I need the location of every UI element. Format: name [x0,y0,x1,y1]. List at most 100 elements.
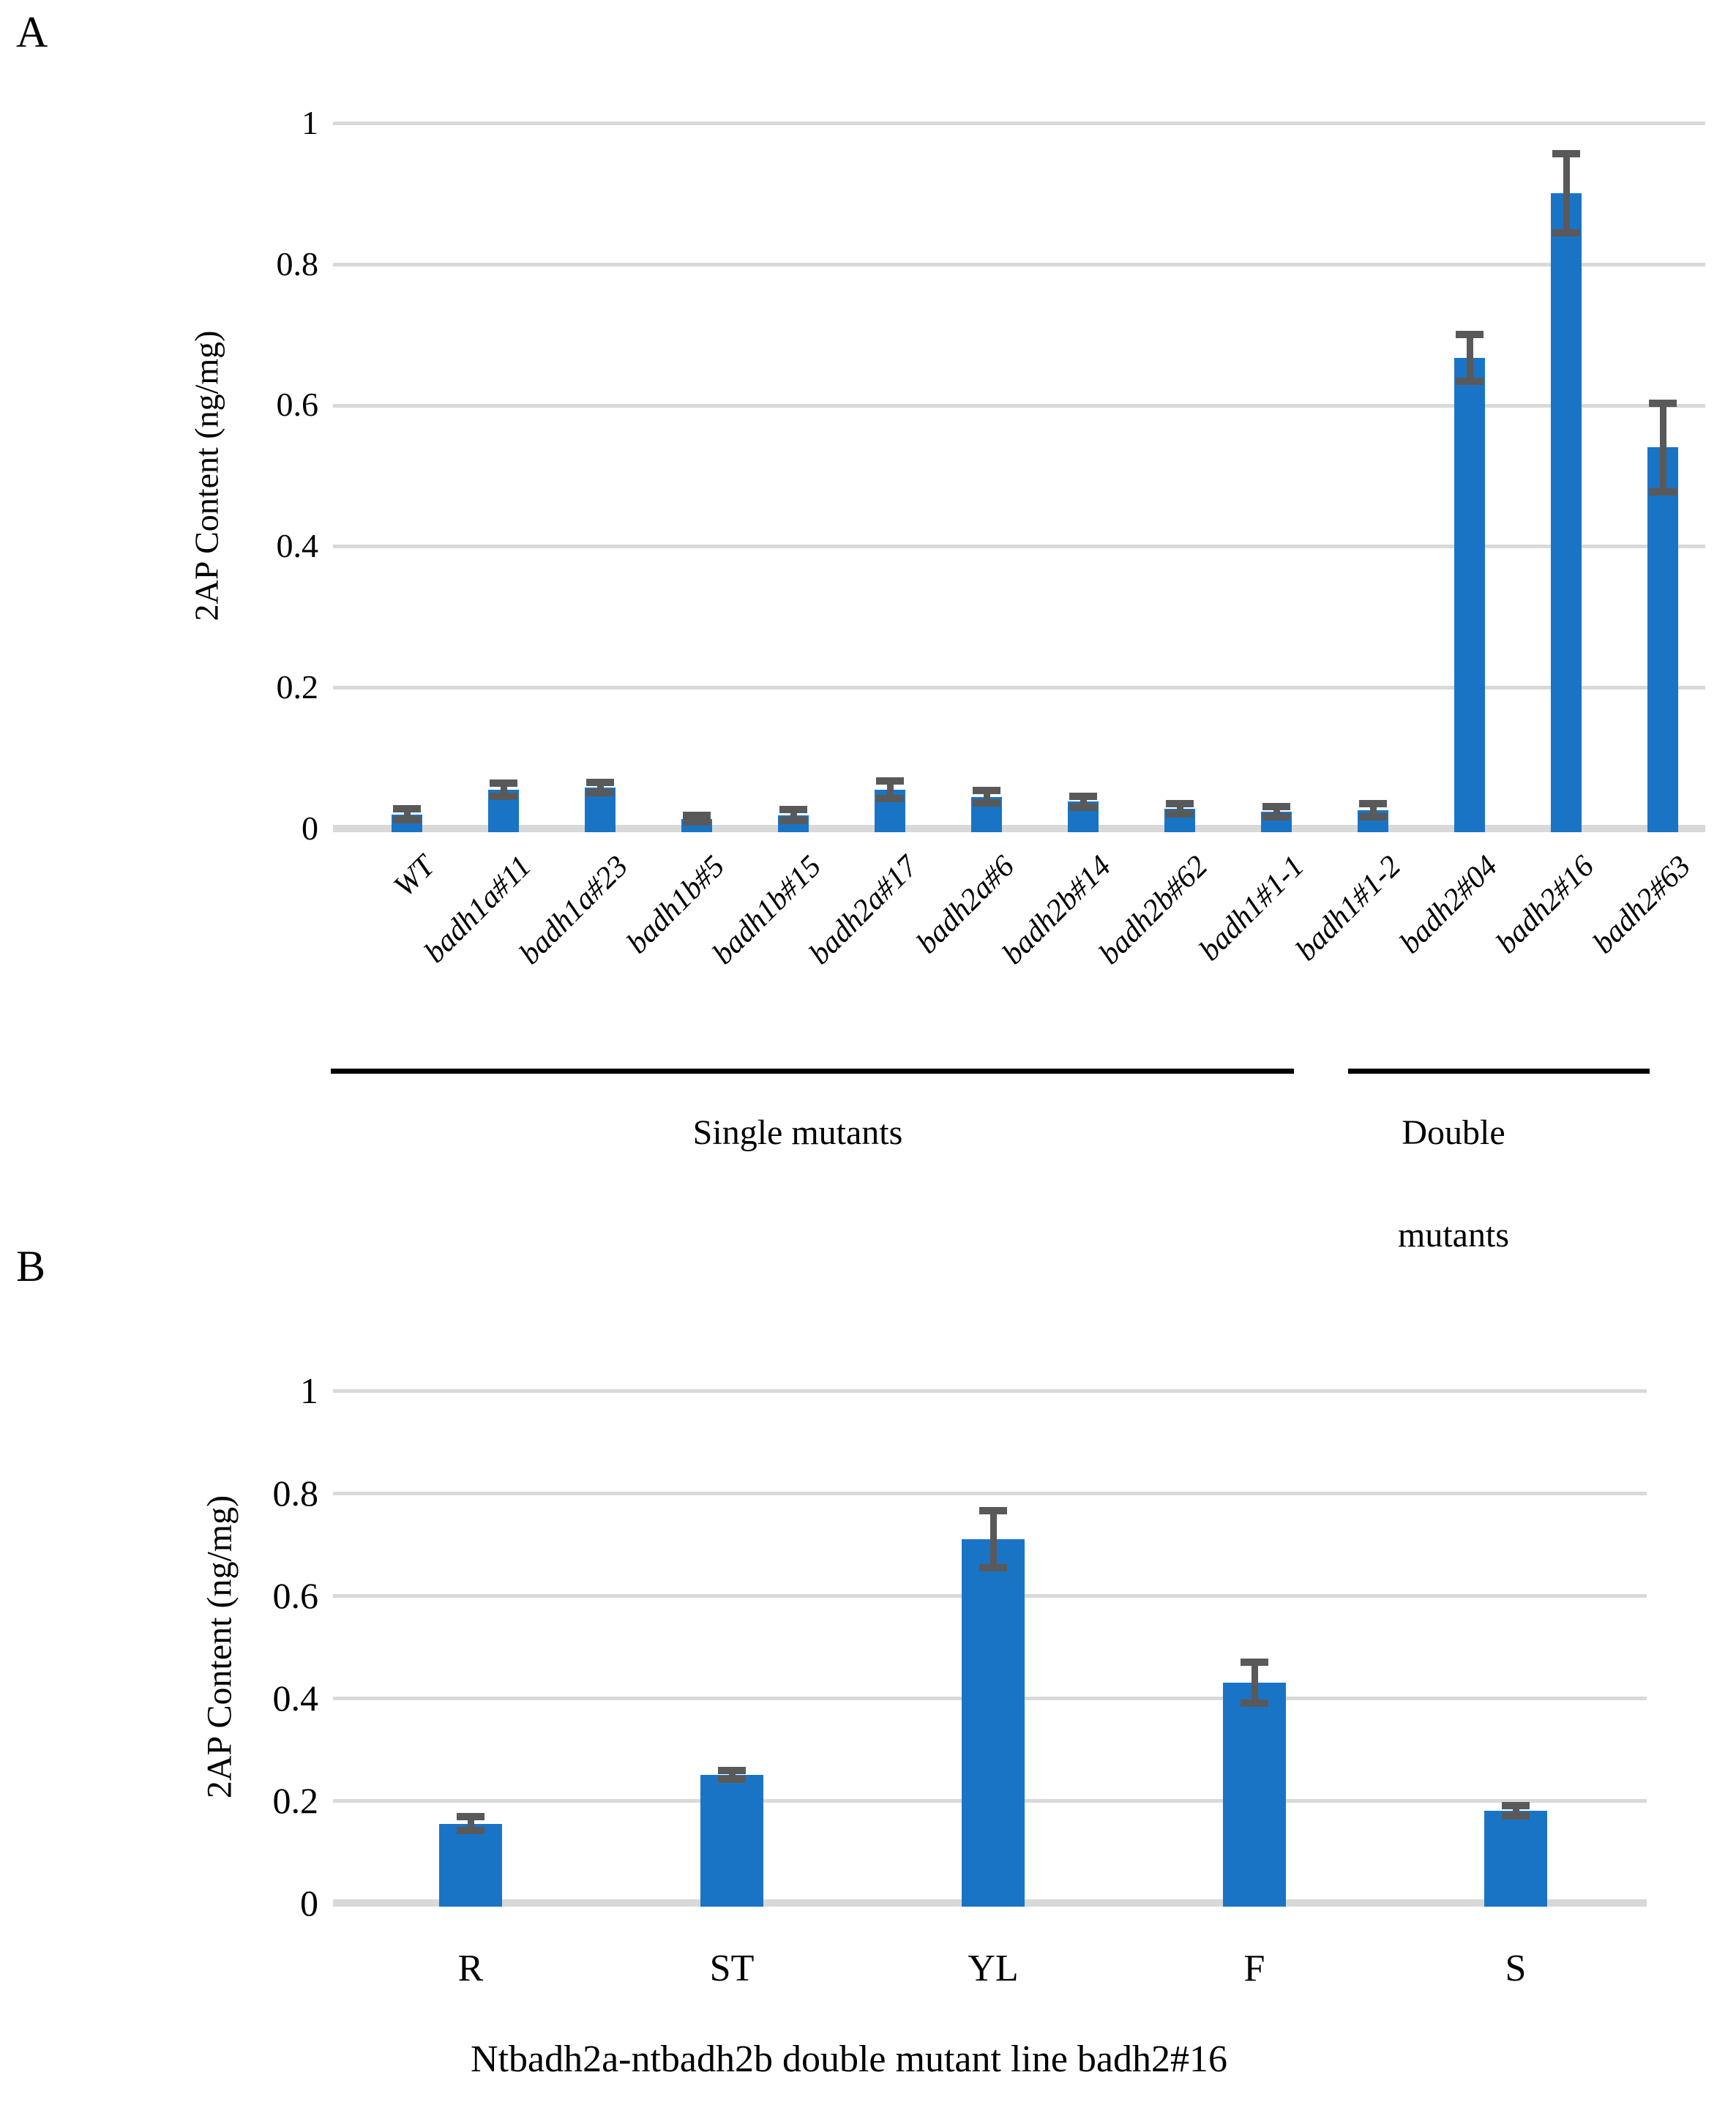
error-bar-cap [1166,810,1194,818]
x-tick-label-badh1#1-1: badh1#1-1 [1192,849,1312,968]
bar-ST [700,1775,763,1907]
error-bar-cap [1166,800,1194,808]
error-bar-cap [779,817,807,825]
y-tick-label: 0.8 [272,1472,319,1514]
error-bar-stem [404,809,411,820]
y-tick-label: 1 [302,103,318,141]
gridline [333,1492,1647,1495]
gridline [333,545,1705,549]
error-bar-stem [501,783,507,796]
error-bar-cap [683,811,711,819]
y-tick-label: 0.4 [276,527,319,565]
y-tick-label: 0.8 [276,244,319,283]
error-bar-stem [1513,1806,1519,1816]
panel-b-x-axis-title: Ntbadh2a-ntbadh2b double mutant line bad… [470,2038,1227,2080]
error-bar-cap [779,805,807,813]
error-bar-cap [1552,229,1580,237]
bar-YL [962,1539,1025,1907]
bar-R [439,1823,502,1907]
error-bar-stem [990,1510,997,1569]
x-tick-label-badh2#04: badh2#04 [1393,849,1505,960]
y-tick-label: 0 [302,809,318,847]
error-bar-stem [984,790,990,804]
error-bar-cap [1241,1700,1268,1707]
error-bar-cap [1262,812,1290,820]
error-bar-stem [1660,403,1666,493]
single-mutants-group-label: Single mutants [692,1113,903,1152]
single-mutants-group-line [331,1069,1294,1074]
x-tick-label-S: S [1505,1948,1527,1989]
error-bar-cap [979,1506,1007,1514]
error-bar-stem [1252,1662,1258,1703]
x-tick-label-badh2#63: badh2#63 [1586,849,1698,960]
bar-S [1484,1811,1547,1907]
y-tick-label: 0.4 [272,1677,319,1719]
error-bar-cap [973,799,1000,807]
error-bar-cap [1456,331,1484,339]
panel-a-letter: A [16,8,48,56]
error-bar-cap [393,805,421,812]
double-mutants-group-label: Double mutants [1398,1113,1509,1255]
panel-b-y-axis-title: 2AP Content (ng/mg) [200,1495,239,1799]
error-bar-cap [1552,150,1580,158]
panel-b-letter: B [16,1242,46,1290]
x-axis-baseline [333,825,1705,832]
x-tick-label-YL: YL [968,1948,1019,1989]
bar-badh2#04 [1454,358,1485,832]
y-tick-label: 1 [300,1369,318,1411]
x-tick-label-badh1#1-2: badh1#1-2 [1289,849,1408,968]
x-tick-label-badh2#16: badh2#16 [1489,849,1601,960]
error-bar-stem [1080,796,1087,808]
error-bar-cap [490,792,517,800]
error-bar-stem [468,1817,474,1831]
error-bar-stem [790,809,797,821]
error-bar-cap [718,1775,746,1783]
x-tick-label-F: F [1243,1948,1265,1989]
double-mutants-group-line [1348,1069,1650,1074]
bar-badh2#63 [1647,447,1678,832]
error-bar-cap [876,794,904,802]
x-tick-label-R: R [457,1948,484,1989]
error-bar-stem [887,781,894,799]
error-bar-cap [1262,803,1290,811]
error-bar-stem [1563,154,1570,233]
x-tick-label-ST: ST [709,1948,755,1989]
y-tick-label: 0.2 [276,668,319,706]
bar-F [1223,1683,1286,1907]
y-tick-label: 0.6 [276,386,319,424]
error-bar-cap [1649,399,1677,407]
error-bar-cap [457,1826,484,1834]
error-bar-cap [1456,377,1484,385]
error-bar-cap [1502,1802,1530,1809]
error-bar-cap [1359,812,1387,820]
error-bar-stem [1177,804,1183,814]
error-bar-cap [1069,792,1097,800]
error-bar-cap [979,1564,1007,1572]
y-tick-label: 0.2 [272,1779,319,1821]
bar-badh2#16 [1551,193,1582,832]
error-bar-cap [718,1767,746,1775]
error-bar-cap [586,779,614,787]
error-bar-cap [973,786,1000,794]
error-bar-cap [683,818,711,826]
x-tick-label-WT: WT [387,849,442,904]
error-bar-stem [1370,804,1377,817]
error-bar-cap [1241,1659,1268,1666]
panel-a-y-axis-title: 2AP Content (ng/mg) [187,330,225,621]
error-bar-cap [586,788,614,796]
error-bar-stem [597,782,604,793]
error-bar-cap [490,779,517,788]
error-bar-cap [393,816,421,824]
error-bar-cap [1502,1812,1530,1820]
gridline [333,1389,1647,1393]
error-bar-stem [1467,334,1473,381]
y-tick-label: 0.6 [272,1574,319,1616]
error-bar-cap [876,777,904,785]
error-bar-cap [1069,804,1097,812]
error-bar-stem [729,1771,736,1779]
y-tick-label: 0 [300,1882,318,1923]
error-bar-stem [1273,807,1280,817]
gridline [333,121,1705,125]
error-bar-cap [1359,800,1387,808]
